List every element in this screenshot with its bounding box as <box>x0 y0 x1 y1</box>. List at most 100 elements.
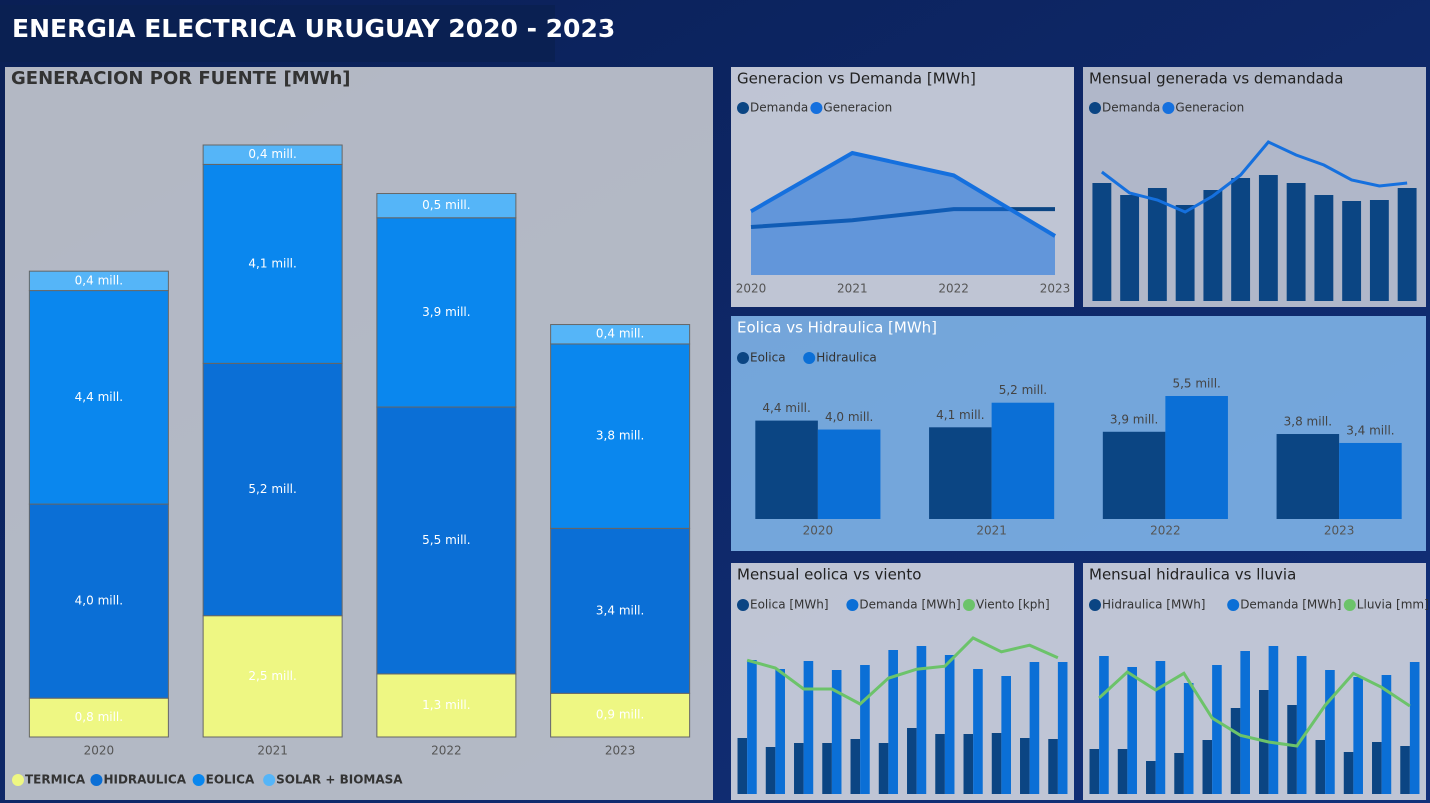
bar <box>1353 677 1363 794</box>
bar <box>1029 662 1040 794</box>
legend-label: Hidraulica <box>816 351 877 365</box>
bar-segment <box>376 406 517 675</box>
legend-label: Eolica [MWh] <box>750 598 829 612</box>
bar-segment <box>28 503 169 699</box>
data-label: 5,2 mill. <box>248 482 296 496</box>
bar-segment <box>550 343 691 529</box>
bar <box>1258 175 1278 301</box>
bar <box>1120 195 1140 301</box>
data-label: 3,4 mill. <box>1346 423 1394 437</box>
data-label: 5,5 mill. <box>422 533 470 547</box>
bar <box>1020 738 1030 794</box>
bar <box>1001 676 1011 794</box>
legend-label: Demanda [MWh] <box>1240 598 1341 612</box>
legend-label: Demanda [MWh] <box>859 598 960 612</box>
data-label: 4,0 mill. <box>75 594 123 608</box>
chart-title: Generacion vs Demanda [MWh] <box>737 70 976 88</box>
bar <box>991 402 1055 519</box>
bar <box>963 734 974 794</box>
data-label: 3,4 mill. <box>596 603 644 617</box>
legend-label: Hidraulica [MWh] <box>1102 598 1206 612</box>
bar <box>1099 656 1109 794</box>
bar <box>1048 739 1058 794</box>
bar <box>1276 434 1340 519</box>
legend-marker <box>1343 599 1356 611</box>
legend-label: Generacion <box>1175 101 1244 115</box>
legend-label: HIDRAULICA <box>103 773 186 787</box>
x-tick-label: 2020 <box>803 524 834 538</box>
x-tick-label: 2021 <box>837 282 868 296</box>
chart-title: Mensual eolica vs viento <box>737 566 921 584</box>
bar-segment <box>202 144 343 165</box>
bar <box>907 728 917 794</box>
data-label: 3,8 mill. <box>1284 415 1332 429</box>
legend-marker <box>12 774 24 786</box>
bar <box>1372 742 1382 794</box>
legend-label: Viento [kph] <box>976 598 1050 612</box>
legend-marker <box>1227 599 1240 611</box>
bar <box>1314 195 1334 301</box>
bar <box>831 670 842 794</box>
x-tick-label: 2020 <box>84 744 115 758</box>
chart-title: GENERACION POR FUENTE [MWh] <box>11 68 351 89</box>
bar <box>1400 746 1410 794</box>
bar <box>1315 740 1326 794</box>
bar <box>1165 396 1228 519</box>
bar <box>991 733 1002 794</box>
bar <box>794 743 804 794</box>
bar <box>860 665 870 794</box>
bar <box>973 669 983 794</box>
bar <box>1146 761 1156 794</box>
x-tick-label: 2023 <box>1324 524 1355 538</box>
data-label: 4,4 mill. <box>762 401 810 415</box>
line <box>1100 140 1408 214</box>
legend-marker <box>1162 102 1175 114</box>
bar <box>1089 749 1100 794</box>
bar <box>1183 683 1194 794</box>
bar-segment <box>550 324 691 345</box>
data-label: 0,9 mill. <box>596 708 644 722</box>
bar <box>1287 705 1297 794</box>
x-tick-label: 2022 <box>431 744 462 758</box>
bar-segment <box>202 362 343 617</box>
bar <box>850 739 861 794</box>
bar-segment <box>550 692 691 738</box>
bar <box>1397 188 1417 301</box>
page-title: ENERGIA ELECTRICA URUGUAY 2020 - 2023 <box>12 14 615 43</box>
bar-segment <box>376 217 517 408</box>
bar <box>944 655 955 794</box>
bar <box>1240 651 1250 794</box>
chart-title: Mensual hidraulica vs lluvia <box>1089 566 1296 584</box>
data-label: 0,5 mill. <box>422 198 470 212</box>
bar <box>916 646 927 794</box>
legend-marker <box>1089 102 1101 114</box>
legend-label: SOLAR + BIOMASA <box>276 773 403 787</box>
bar <box>1409 662 1420 794</box>
bar-segment <box>202 163 343 364</box>
line <box>1098 670 1411 748</box>
bar <box>737 738 748 794</box>
legend-marker <box>263 774 276 786</box>
legend-label: Eolica <box>750 351 786 365</box>
legend-marker <box>810 102 823 114</box>
bar-segment <box>28 697 169 738</box>
data-label: 3,9 mill. <box>1110 412 1158 426</box>
bar-segment <box>376 193 517 219</box>
bar <box>822 743 832 794</box>
bar <box>1369 200 1389 301</box>
bar <box>755 420 818 519</box>
x-tick-label: 2023 <box>1040 282 1071 296</box>
line <box>750 150 1057 238</box>
bar <box>1296 656 1307 794</box>
area <box>751 153 1055 275</box>
legend-marker <box>737 599 749 611</box>
bar <box>817 429 881 519</box>
data-label: 4,0 mill. <box>825 410 873 424</box>
data-label: 4,1 mill. <box>248 256 296 270</box>
bar-segment <box>28 290 169 505</box>
legend-marker <box>737 102 749 114</box>
legend-marker <box>737 352 749 364</box>
bar <box>878 743 889 794</box>
legend-label: Demanda <box>750 101 808 115</box>
